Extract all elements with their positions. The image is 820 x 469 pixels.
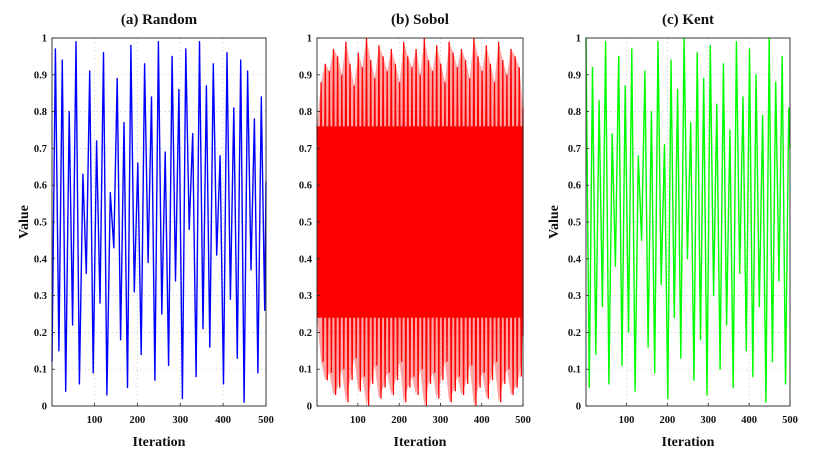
ytick-label-random-9: 0.9 [34,70,47,81]
x-axis-label-kent: Iteration [662,435,715,450]
ytick-label-sobol-6: 0.6 [299,181,312,192]
series-kent [585,37,791,403]
xtick-label-random-4: 500 [258,415,274,426]
ytick-labels-sobol: 0 0.1 0.2 0.3 0.4 0.5 0.6 0.7 0.8 0.9 1 [299,34,320,413]
xtick-label-random-2: 300 [172,415,188,426]
ytick-labels-kent: 0 0.1 0.2 0.3 0.4 0.5 0.6 0.7 0.8 0.9 1 [568,34,589,413]
ytick-label-sobol-9: 0.9 [299,70,312,81]
ytick-label-kent-4: 0.4 [568,254,582,265]
series-line-kent [585,37,791,403]
xtick-labels-kent: 100 200 300 400 500 [619,403,798,426]
chart-title-sobol: (b) Sobol [391,12,449,28]
xtick-label-sobol-0: 100 [350,415,366,426]
ytick-label-kent-8: 0.8 [568,107,581,118]
panel-sobol: (b) Sobol 00.10.20.30.40.50.60.70.80.91 … [299,12,531,450]
xtick-labels-sobol: 100 200 300 400 500 [350,403,531,426]
ytick-label-kent-2: 0.2 [568,328,581,339]
xtick-label-random-3: 400 [215,415,231,426]
y-axis-label-random: Value [17,205,32,239]
series-line-random [51,41,267,403]
ytick-label-random-6: 0.6 [34,181,47,192]
panel-random: (a) Random 0 0.1 0.2 0.3 0.4 0.5 0.6 0.7 0.8 0.9 1… [17,12,274,450]
ytick-label-kent-0: 0 [576,402,581,413]
xtick-label-random-0: 100 [87,415,103,426]
xtick-label-kent-4: 500 [782,415,798,426]
chart-title-random: (a) Random [121,12,198,28]
ytick-label-kent-1: 0.1 [568,365,581,376]
ytick-label-kent-9: 0.9 [568,70,581,81]
xtick-label-sobol-1: 200 [391,415,407,426]
panel-kent: (c) Kent 0 0.1 0.2 0.3 0.4 0.5 0.6 0.7 0.8 0.9 1 1… [547,12,798,450]
ytick-label-sobol-2: 0.2 [299,328,312,339]
xtick-label-kent-0: 100 [619,415,635,426]
xtick-label-kent-2: 300 [700,415,716,426]
xtick-label-random-1: 200 [129,415,145,426]
xtick-labels-random: 100 200 300 400 500 [87,403,274,426]
ytick-label-sobol-7: 0.7 [299,144,312,155]
ytick-label-sobol-4: 0.4 [299,254,313,265]
ytick-label-sobol-0: 0 [307,402,312,413]
ytick-label-random-3: 0.3 [34,291,47,302]
ytick-label-random-10: 1 [42,34,47,45]
series-line-sobol [316,37,524,407]
ytick-label-random-4: 0.4 [34,254,48,265]
series-sobol [316,37,524,407]
ytick-label-sobol-3: 0.3 [299,291,312,302]
ytick-label-random-8: 0.8 [34,107,47,118]
ytick-label-kent-3: 0.3 [568,291,581,302]
ytick-label-kent-7: 0.7 [568,144,581,155]
y-axis-label-kent: Value [547,205,562,239]
x-axis-label-sobol: Iteration [394,435,447,450]
xtick-label-sobol-3: 400 [474,415,490,426]
ytick-label-random-2: 0.2 [34,328,47,339]
ytick-labels-random: 0 0.1 0.2 0.3 0.4 0.5 0.6 0.7 0.8 0.9 1 [34,34,55,413]
ytick-label-kent-10: 1 [576,34,581,45]
ytick-label-random-0: 0 [42,402,47,413]
chart-title-kent: (c) Kent [662,12,714,28]
ytick-label-sobol-8: 0.8 [299,107,312,118]
x-axis-label-random: Iteration [133,435,186,450]
xtick-label-kent-1: 200 [659,415,675,426]
ytick-label-kent-6: 0.6 [568,181,581,192]
xtick-label-sobol-4: 500 [515,415,531,426]
xtick-label-sobol-2: 300 [433,415,449,426]
ytick-label-random-1: 0.1 [34,365,47,376]
xtick-label-kent-3: 400 [741,415,757,426]
series-random [51,41,267,403]
ytick-label-kent-5: 0.5 [568,218,581,229]
ytick-label-sobol-10: 1 [307,34,312,45]
ytick-label-random-5: 0.5 [34,218,47,229]
ytick-label-sobol-1: 0.1 [299,365,312,376]
ytick-label-sobol-5: 0.5 [299,218,312,229]
ytick-label-random-7: 0.7 [34,144,47,155]
